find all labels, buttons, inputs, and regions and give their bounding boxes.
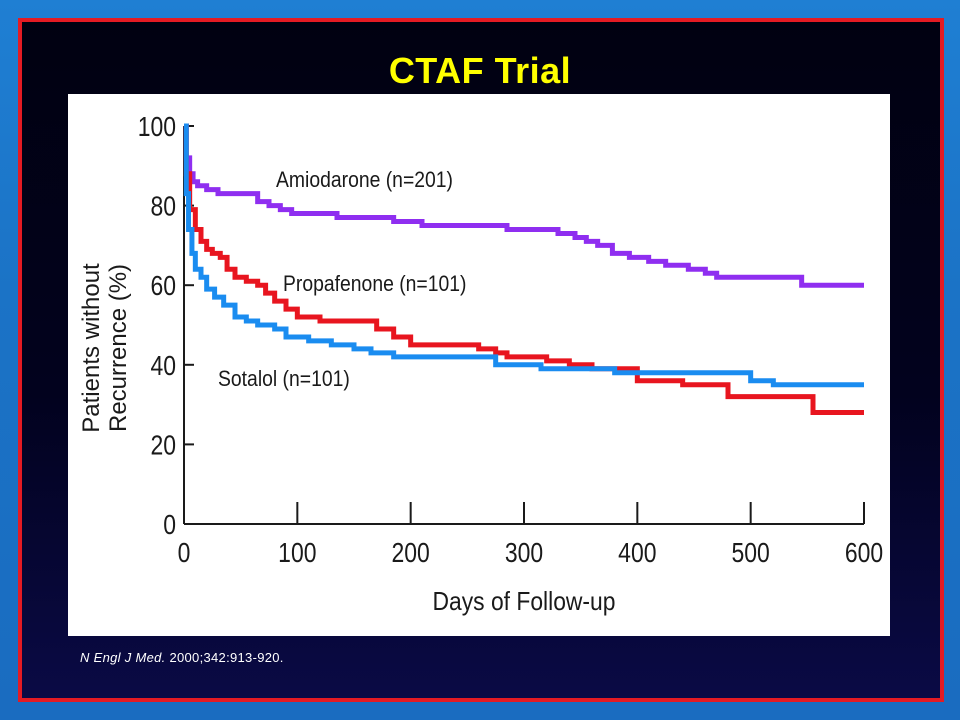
citation-reference: 2000;342:913-920. — [165, 650, 284, 665]
y-tick-label: 60 — [150, 271, 176, 302]
x-tick-label: 300 — [505, 538, 543, 569]
series-line-1 — [183, 123, 864, 288]
x-tick-label: 600 — [845, 538, 883, 569]
x-tick-label: 200 — [392, 538, 430, 569]
x-tick-label: 500 — [732, 538, 770, 569]
axes: 0 20 40 60 80 100 0 100 200 300 400 500 600 — [138, 112, 883, 569]
y-tick-label: 100 — [138, 112, 176, 143]
y-axis-label-line1: Patients without — [78, 263, 105, 433]
series-lines — [183, 123, 864, 416]
survival-chart: 0 20 40 60 80 100 0 100 200 300 400 500 600 Amiodaro… — [78, 112, 883, 617]
series-labels: Amiodarone (n=201) Propafenone (n=101) Sot… — [218, 168, 466, 391]
x-tick-label: 0 — [178, 538, 191, 569]
y-tick-label: 0 — [163, 510, 176, 541]
x-tick-label: 400 — [618, 538, 656, 569]
series-label-1: Amiodarone (n=201) — [276, 168, 453, 192]
y-tick-label: 80 — [150, 192, 176, 223]
x-tick-label: 100 — [278, 538, 316, 569]
y-axis-label-line2: Recurrence (%) — [105, 264, 132, 432]
citation: N Engl J Med. 2000;342:913-920. — [80, 650, 284, 665]
y-tick-label: 20 — [150, 430, 176, 461]
citation-journal: N Engl J Med. — [80, 650, 166, 665]
x-axis-label: Days of Follow-up — [433, 588, 616, 617]
y-tick-label: 40 — [150, 351, 176, 382]
series-label-2: Propafenone (n=101) — [283, 272, 466, 296]
series-label-3: Sotalol (n=101) — [218, 367, 350, 391]
series-line-2 — [183, 123, 864, 416]
chart-panel: 0 20 40 60 80 100 0 100 200 300 400 500 600 Amiodaro… — [68, 94, 890, 636]
slide-title: CTAF Trial — [388, 50, 572, 91]
series-line-3 — [183, 123, 864, 388]
